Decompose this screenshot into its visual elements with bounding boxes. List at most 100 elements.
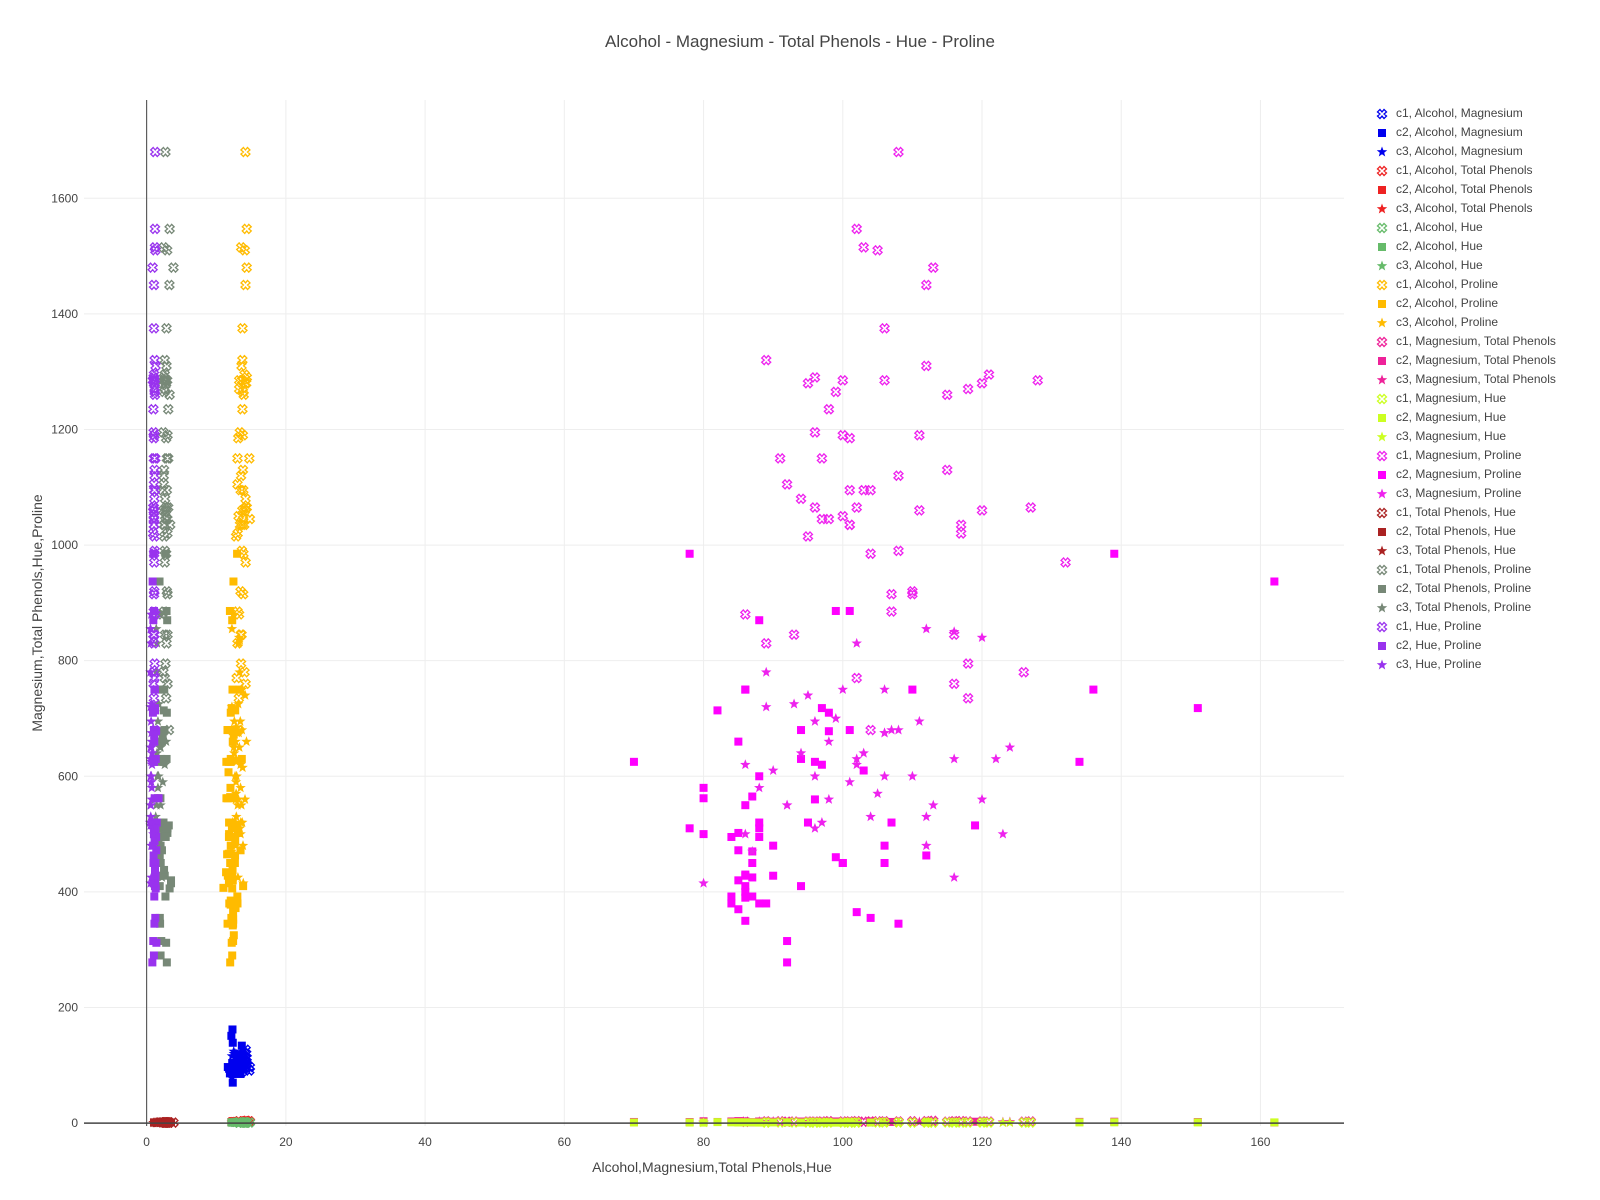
legend-item[interactable]: c1, Alcohol, Total Phenols	[1374, 161, 1600, 180]
data-point	[228, 616, 237, 625]
data-point	[235, 782, 246, 793]
legend-item[interactable]: c3, Total Phenols, Hue	[1374, 541, 1600, 560]
gridlines	[84, 100, 1344, 1126]
data-point	[817, 760, 826, 769]
data-point	[238, 877, 249, 888]
data-point	[831, 853, 840, 862]
data-point	[230, 721, 242, 732]
data-point	[236, 504, 248, 516]
data-point	[147, 403, 159, 415]
data-point	[976, 504, 988, 516]
data-point	[231, 672, 243, 684]
legend-item[interactable]: c1, Alcohol, Hue	[1374, 218, 1600, 237]
legend-item[interactable]: c1, Hue, Proline	[1374, 617, 1600, 636]
data-point	[879, 1117, 890, 1128]
legend-item[interactable]: c1, Total Phenols, Proline	[1374, 560, 1600, 579]
legend-item[interactable]: c2, Magnesium, Hue	[1374, 408, 1600, 427]
data-point	[851, 637, 862, 648]
data-point	[159, 383, 171, 395]
data-point	[865, 724, 877, 736]
data-point	[148, 452, 160, 464]
legend-item[interactable]: c3, Hue, Proline	[1374, 655, 1600, 674]
data-point	[236, 1052, 247, 1063]
legend-marker	[1376, 545, 1388, 556]
legend-item[interactable]: c1, Total Phenols, Hue	[1374, 503, 1600, 522]
legend-item[interactable]: c2, Alcohol, Proline	[1374, 294, 1600, 313]
legend-item[interactable]: c2, Hue, Proline	[1374, 636, 1600, 655]
data-point	[823, 793, 835, 804]
data-point	[741, 882, 750, 891]
data-point	[921, 1117, 932, 1128]
data-point	[858, 747, 869, 758]
data-point	[226, 793, 235, 802]
series-2	[226, 1045, 249, 1082]
data-point	[845, 726, 854, 735]
data-point	[241, 262, 253, 274]
legend-item[interactable]: c2, Alcohol, Hue	[1374, 237, 1600, 256]
data-point	[948, 678, 960, 690]
legend-item[interactable]: c3, Magnesium, Total Phenols	[1374, 370, 1600, 389]
data-point	[230, 776, 242, 787]
data-point	[237, 322, 248, 334]
data-point	[225, 606, 234, 615]
data-point	[160, 726, 169, 735]
data-point	[685, 549, 694, 558]
data-point	[229, 908, 238, 917]
legend-item[interactable]: c2, Magnesium, Proline	[1374, 465, 1600, 484]
data-point	[748, 792, 757, 801]
legend-item[interactable]: c3, Alcohol, Magnesium	[1374, 142, 1600, 161]
data-point	[232, 606, 243, 618]
legend-label: c1, Magnesium, Hue	[1396, 391, 1507, 405]
data-point	[158, 374, 170, 386]
legend-marker	[1376, 146, 1388, 157]
legend-label: c2, Alcohol, Total Phenols	[1396, 182, 1533, 196]
legend-item[interactable]: c2, Total Phenols, Hue	[1374, 522, 1600, 541]
data-point	[244, 513, 256, 525]
data-point	[150, 360, 162, 372]
legend-item[interactable]: c1, Magnesium, Total Phenols	[1374, 332, 1600, 351]
data-point	[844, 776, 855, 787]
legend-item[interactable]: c1, Magnesium, Proline	[1374, 446, 1600, 465]
data-point	[161, 528, 173, 539]
data-point	[824, 708, 833, 717]
data-point	[236, 374, 248, 386]
data-point	[880, 858, 889, 867]
legend-item[interactable]: c1, Alcohol, Proline	[1374, 275, 1600, 294]
y-tick-label: 1200	[51, 422, 78, 436]
legend-marker	[1376, 488, 1388, 499]
legend-marker-icon	[1376, 431, 1388, 442]
data-point	[1018, 666, 1030, 678]
data-point	[230, 736, 241, 747]
data-point	[157, 685, 166, 694]
legend-item[interactable]: c2, Alcohol, Total Phenols	[1374, 180, 1600, 199]
legend-item[interactable]: c3, Alcohol, Total Phenols	[1374, 199, 1600, 218]
x-tick-label: 120	[972, 1135, 992, 1149]
legend-item[interactable]: c2, Alcohol, Magnesium	[1374, 123, 1600, 142]
legend-marker	[1378, 585, 1386, 593]
legend-item[interactable]: c1, Magnesium, Hue	[1374, 389, 1600, 408]
legend-label: c1, Alcohol, Proline	[1396, 277, 1499, 291]
legend-marker-icon	[1376, 393, 1388, 405]
legend-item[interactable]: c1, Alcohol, Magnesium	[1374, 104, 1600, 123]
legend-item[interactable]: c3, Alcohol, Hue	[1374, 256, 1600, 275]
legend-item[interactable]: c3, Magnesium, Hue	[1374, 427, 1600, 446]
y-tick-label: 200	[58, 1001, 78, 1015]
legend-item[interactable]: c3, Total Phenols, Proline	[1374, 598, 1600, 617]
data-point	[865, 811, 876, 822]
legend-marker	[1376, 621, 1388, 633]
legend-item[interactable]: c2, Total Phenols, Proline	[1374, 579, 1600, 598]
data-point	[748, 858, 757, 867]
data-point	[231, 706, 240, 715]
data-point	[234, 426, 246, 438]
data-point	[229, 577, 238, 586]
data-point	[921, 623, 932, 634]
legend-item[interactable]: c3, Magnesium, Proline	[1374, 484, 1600, 503]
legend-item[interactable]: c2, Magnesium, Total Phenols	[1374, 351, 1600, 370]
data-point	[239, 689, 251, 700]
data-point	[762, 899, 771, 908]
data-point	[755, 818, 764, 827]
data-point	[230, 832, 239, 841]
data-point	[816, 513, 828, 525]
legend-item[interactable]: c3, Alcohol, Proline	[1374, 313, 1600, 332]
data-point	[146, 759, 158, 770]
